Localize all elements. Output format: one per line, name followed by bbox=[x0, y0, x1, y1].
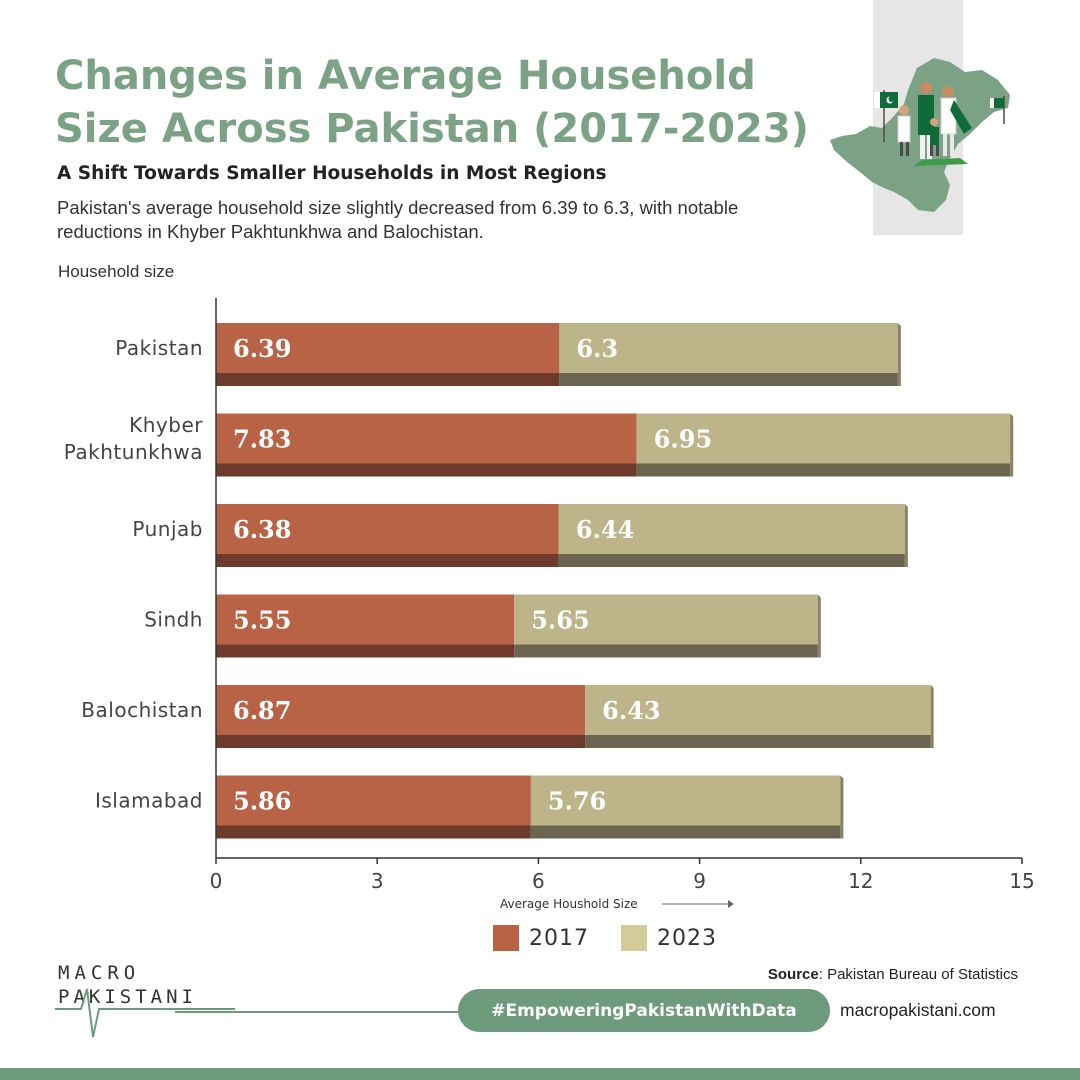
logo-line-macro: MACRO bbox=[58, 962, 140, 984]
data-label-sindh-2017: 5.55 bbox=[233, 606, 291, 635]
household-size-bar-chart: 6.39 6.3 Pakistan 7.83 6.95 Khyber Pakhtunkhwa… bbox=[64, 298, 1035, 911]
data-label-pakistan-2023: 6.3 bbox=[576, 334, 618, 363]
bar-edge-khyber-pakhtunkhwa bbox=[1010, 413, 1014, 477]
category-label-balochistan: Balochistan bbox=[81, 698, 203, 722]
bar-shade-punjab-2017 bbox=[216, 554, 559, 567]
data-label-pakistan-2017: 6.39 bbox=[233, 334, 291, 363]
data-label-punjab-2023: 6.44 bbox=[576, 515, 634, 544]
bar-sindh-2023 bbox=[514, 594, 818, 645]
bar-punjab-2017 bbox=[216, 504, 559, 554]
x-tick-label-15: 15 bbox=[1009, 869, 1034, 893]
category-label-islamabad: Islamabad bbox=[95, 789, 203, 813]
bar-shade-khyber-pakhtunkhwa-2023 bbox=[636, 463, 1011, 477]
bar-khyber-pakhtunkhwa-2023 bbox=[636, 413, 1011, 464]
x-tick-label-0: 0 bbox=[210, 869, 223, 893]
bar-shade-pakistan-2023 bbox=[559, 373, 898, 386]
bar-shade-islamabad-2017 bbox=[216, 825, 531, 839]
bar-edge-punjab bbox=[904, 504, 908, 567]
bar-shade-punjab-2023 bbox=[558, 554, 905, 567]
data-label-balochistan-2023: 6.43 bbox=[602, 696, 660, 725]
bar-sindh-2017 bbox=[216, 594, 515, 645]
bar-balochistan-2017 bbox=[216, 685, 586, 735]
family-with-flags-icon bbox=[874, 82, 1005, 166]
bar-shade-islamabad-2023 bbox=[530, 825, 841, 839]
pakistan-map-icon bbox=[830, 58, 1010, 212]
page-title: Changes in Average Household Size Across… bbox=[55, 53, 809, 152]
bar-edge-sindh bbox=[817, 594, 821, 658]
source-label: Source bbox=[767, 966, 819, 983]
x-tick-label-6: 6 bbox=[532, 869, 545, 893]
logo-line-pakistani: PAKISTANI bbox=[58, 986, 197, 1008]
bar-shade-balochistan-2023 bbox=[585, 735, 931, 748]
website-link[interactable]: macropakistani.com bbox=[840, 1000, 996, 1020]
bar-balochistan-2023 bbox=[585, 685, 931, 735]
data-label-khyber-pakhtunkhwa-2023: 6.95 bbox=[654, 425, 712, 454]
footer-strip bbox=[0, 1068, 1080, 1080]
bar-edge-pakistan bbox=[897, 323, 901, 386]
legend-label-2023: 2023 bbox=[657, 925, 717, 951]
category-label-pakistan: Pakistan bbox=[115, 336, 203, 360]
page-description: Pakistan's average household size slight… bbox=[57, 197, 739, 242]
category-label-sindh: Sindh bbox=[144, 608, 203, 632]
x-tick-label-3: 3 bbox=[371, 869, 384, 893]
legend-item-2023: 2023 bbox=[621, 925, 717, 951]
heartbeat-line-icon bbox=[55, 988, 235, 1038]
data-label-punjab-2017: 6.38 bbox=[233, 515, 291, 544]
data-label-balochistan-2017: 6.87 bbox=[233, 696, 291, 725]
hashtag-connector-line bbox=[175, 1011, 465, 1013]
x-axis-label: Average Houshold Size bbox=[500, 897, 638, 911]
category-label-khyber-pakhtunkhwa: Khyber Pakhtunkhwa bbox=[64, 413, 204, 464]
chart-legend: 2017 2023 bbox=[493, 924, 749, 952]
bar-shade-sindh-2023 bbox=[514, 644, 818, 658]
hashtag-badge: #EmpoweringPakistanWithData bbox=[458, 989, 830, 1032]
category-label-punjab: Punjab bbox=[132, 517, 203, 541]
bar-shade-pakistan-2017 bbox=[216, 373, 560, 386]
legend-swatch-2017 bbox=[493, 925, 519, 951]
bar-edge-islamabad bbox=[840, 775, 844, 839]
data-label-sindh-2023: 5.65 bbox=[531, 606, 589, 635]
macro-pakistani-logo: MACRO PAKISTANI bbox=[55, 962, 235, 1038]
x-axis-arrow-head bbox=[728, 900, 734, 908]
source-text: : Pakistan Bureau of Statistics bbox=[818, 966, 1018, 983]
bar-islamabad-2017 bbox=[216, 775, 531, 826]
bar-edge-balochistan bbox=[930, 685, 934, 748]
x-tick-label-9: 9 bbox=[693, 869, 706, 893]
bar-shade-khyber-pakhtunkhwa-2017 bbox=[216, 463, 637, 477]
bar-islamabad-2023 bbox=[530, 775, 841, 826]
legend-item-2017: 2017 bbox=[493, 925, 589, 951]
legend-swatch-2023 bbox=[621, 925, 647, 951]
bar-pakistan-2017 bbox=[216, 323, 560, 373]
bar-shade-balochistan-2017 bbox=[216, 735, 586, 748]
data-label-islamabad-2017: 5.86 bbox=[233, 787, 291, 816]
bar-shade-sindh-2017 bbox=[216, 644, 515, 658]
bar-pakistan-2023 bbox=[559, 323, 898, 373]
data-label-islamabad-2023: 5.76 bbox=[548, 787, 606, 816]
page-subtitle: A Shift Towards Smaller Households in Mo… bbox=[57, 163, 607, 184]
data-label-khyber-pakhtunkhwa-2017: 7.83 bbox=[233, 425, 291, 454]
source-note: Source: Pakistan Bureau of Statistics bbox=[768, 966, 1018, 983]
bar-khyber-pakhtunkhwa-2017 bbox=[216, 413, 637, 464]
bar-punjab-2023 bbox=[558, 504, 905, 554]
y-axis-label: Household size bbox=[58, 262, 175, 281]
legend-label-2017: 2017 bbox=[529, 925, 589, 951]
x-tick-label-12: 12 bbox=[848, 869, 873, 893]
